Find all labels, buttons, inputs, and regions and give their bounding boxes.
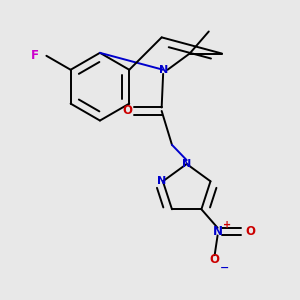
Text: O: O bbox=[210, 253, 220, 266]
Text: −: − bbox=[220, 262, 230, 273]
Text: O: O bbox=[122, 104, 132, 118]
Text: +: + bbox=[223, 220, 231, 230]
Text: N: N bbox=[213, 225, 223, 238]
Text: N: N bbox=[182, 159, 191, 169]
Text: N: N bbox=[158, 65, 168, 75]
Text: O: O bbox=[246, 225, 256, 238]
Text: N: N bbox=[157, 176, 166, 186]
Text: F: F bbox=[31, 49, 39, 62]
